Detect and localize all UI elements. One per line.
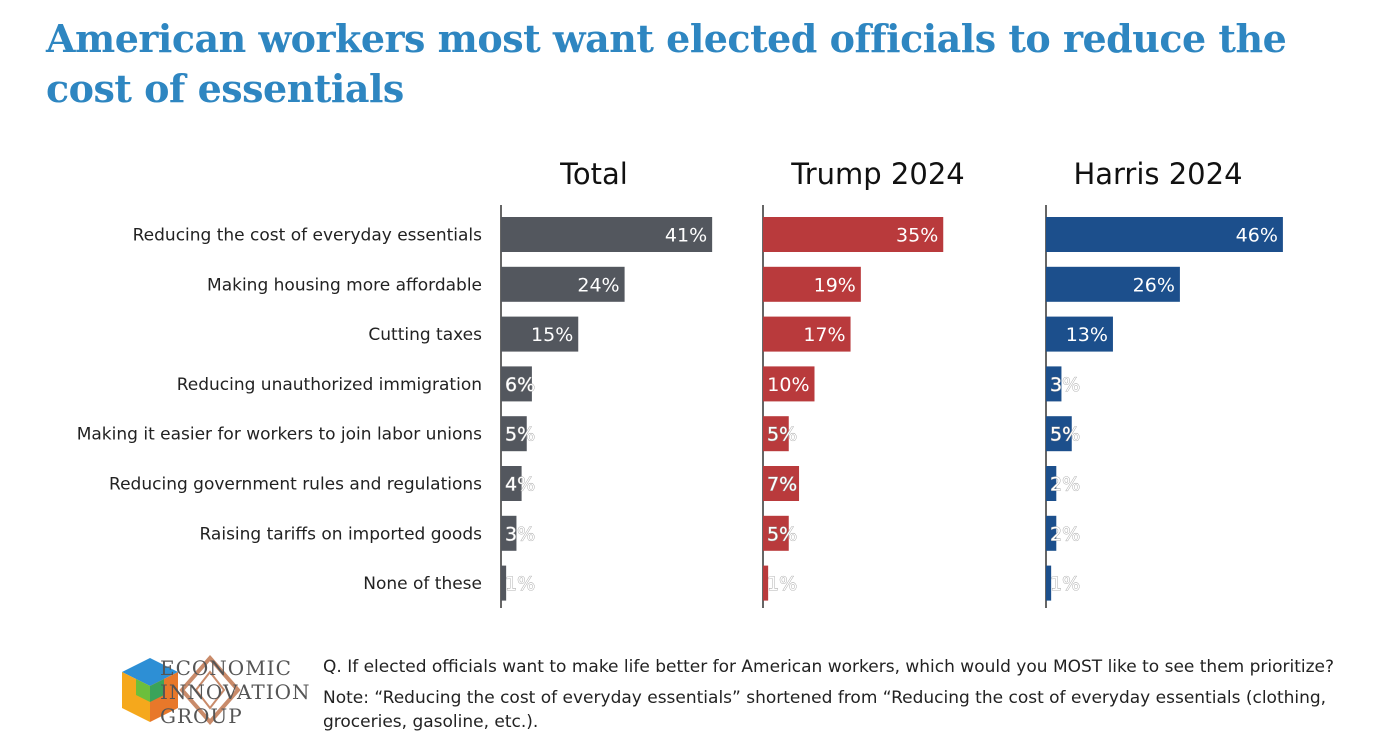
bar xyxy=(1046,316,1113,352)
category-label: Making it easier for workers to join lab… xyxy=(77,425,482,445)
data-label: 26% xyxy=(1133,274,1175,296)
data-label: 5% xyxy=(505,424,535,446)
data-label: 1% xyxy=(505,573,535,595)
data-label: 17% xyxy=(803,324,845,346)
bar xyxy=(763,366,815,402)
category-label: Reducing unauthorized immigration xyxy=(177,375,482,395)
bar xyxy=(1046,266,1180,302)
category-label: Raising tariffs on imported goods xyxy=(199,524,482,544)
data-label: 2% xyxy=(1050,474,1080,496)
bar xyxy=(501,565,507,601)
logo-wordmark: ECONOMIC INNOVATION GROUP xyxy=(160,656,311,728)
data-label: 24% xyxy=(577,274,619,296)
data-label: 6% xyxy=(505,374,535,396)
data-label: 2% xyxy=(1050,523,1080,545)
bar xyxy=(763,217,944,252)
footnote: Note: “Reducing the cost of everyday ess… xyxy=(323,688,1327,732)
chart-title: American workers most want elected offic… xyxy=(46,16,1287,111)
data-label: 5% xyxy=(767,424,797,446)
data-label: 3% xyxy=(505,523,535,545)
bar xyxy=(1046,366,1062,402)
bar-chart: Reducing the cost of everyday essentials… xyxy=(77,157,1283,608)
bar xyxy=(501,366,532,402)
category-label: Reducing the cost of everyday essentials xyxy=(133,226,483,246)
logo-diamond-icon xyxy=(179,654,241,726)
logo-diamond-inner-icon xyxy=(194,670,226,710)
data-label: 41% xyxy=(665,225,707,247)
logo-line-3: GROUP xyxy=(160,704,243,728)
bar xyxy=(501,316,579,352)
bar xyxy=(1046,416,1072,452)
bar xyxy=(763,316,851,352)
data-label: 1% xyxy=(1050,573,1080,595)
bar xyxy=(1046,565,1052,601)
data-label: 5% xyxy=(1050,424,1080,446)
survey-question: Q. If elected officials want to make lif… xyxy=(323,657,1335,677)
data-label: 19% xyxy=(814,274,856,296)
panel-header: Harris 2024 xyxy=(1073,157,1242,191)
bar xyxy=(501,466,522,501)
bar xyxy=(501,266,625,302)
bar xyxy=(763,466,800,501)
bar xyxy=(1046,217,1283,252)
bar xyxy=(763,416,789,452)
bar xyxy=(763,515,789,551)
category-label: Making housing more affordable xyxy=(207,275,482,295)
category-label: None of these xyxy=(363,574,482,594)
bar xyxy=(501,515,517,551)
data-label: 13% xyxy=(1066,324,1108,346)
bar xyxy=(763,266,861,302)
data-label: 4% xyxy=(505,474,535,496)
logo-cube-accent-icon xyxy=(136,679,150,702)
data-label: 15% xyxy=(531,324,573,346)
data-label: 1% xyxy=(767,573,797,595)
data-label: 7% xyxy=(767,474,797,496)
bar xyxy=(501,416,527,452)
logo-line-2: INNOVATION xyxy=(160,680,311,704)
data-label: 46% xyxy=(1236,225,1278,247)
data-label: 10% xyxy=(767,374,809,396)
data-label: 35% xyxy=(896,225,938,247)
bar xyxy=(1046,515,1057,551)
eig-logo-icon xyxy=(122,654,241,726)
data-label: 3% xyxy=(1050,374,1080,396)
panel-header: Trump 2024 xyxy=(790,157,964,191)
logo-line-1: ECONOMIC xyxy=(160,656,292,680)
bar xyxy=(501,217,713,252)
bar xyxy=(1046,466,1057,501)
data-label: 5% xyxy=(767,523,797,545)
category-label: Cutting taxes xyxy=(368,325,482,345)
logo-cube-accent2-icon xyxy=(150,679,164,702)
category-label: Reducing government rules and regulation… xyxy=(109,475,482,495)
bar xyxy=(763,565,769,601)
panel-header: Total xyxy=(559,157,628,191)
